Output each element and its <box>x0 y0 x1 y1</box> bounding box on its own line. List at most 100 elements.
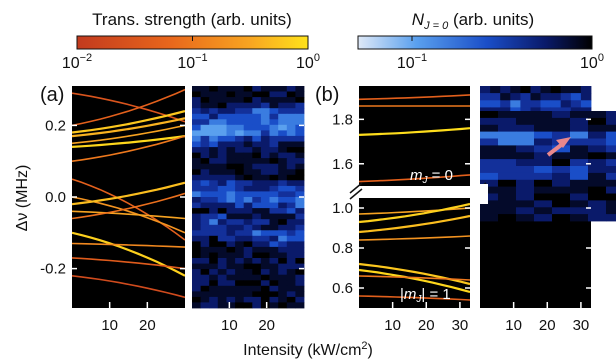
panel-b-top-heatmap-cell <box>570 100 582 108</box>
panel-b-bottom-heatmap-cell <box>480 111 499 119</box>
panel-b-top-heatmap-cell <box>520 100 531 108</box>
panel-b-bottom-heatmap-cell <box>498 186 517 194</box>
panel-a-heatmap-cell <box>295 197 305 203</box>
panel-a-heatmap-cell <box>209 197 219 203</box>
panel-a-heatmap-cell <box>243 246 253 253</box>
panel-b-bottom-line <box>359 235 470 241</box>
panel-a-heatmap-cell <box>243 285 253 292</box>
panel-a-heatmap-cell <box>200 213 210 220</box>
panel-a-heatmap-cell <box>200 208 210 215</box>
panel-a-heatmap-cell <box>278 113 288 120</box>
panel-a-heatmap-cell <box>260 285 270 292</box>
panel-a-heatmap-cell <box>235 91 245 98</box>
panel-b-bottom-heatmap-cell <box>498 179 517 188</box>
panel-b-bottom-heatmap-cell <box>588 172 607 181</box>
panel-a-heatmap-cell <box>209 291 219 298</box>
panel-b-bottom-heatmap-cell <box>552 152 571 160</box>
panel-a-heatmap-cell <box>243 124 253 131</box>
panel-b-top-ytick-label: 1.6 <box>332 156 353 173</box>
panel-b-bottom-heatmap-cell <box>570 145 589 153</box>
panel-a-heatmap-cell <box>217 158 227 165</box>
colorbar-right-symbol: N <box>412 10 425 29</box>
panel-a-heatmap-cell <box>209 185 219 192</box>
panel-b-bottom-heatmap-cell <box>588 138 607 146</box>
panel-a-heatmap-cell <box>192 108 201 115</box>
panel-a-heatmap-cell <box>295 280 305 287</box>
panel-a-heatmap-cell <box>252 269 262 276</box>
panel-a-heatmap-cell <box>295 158 305 165</box>
panel-a-heatmap-cell <box>260 252 270 259</box>
panel-a-heatmap-cell <box>192 197 201 203</box>
panel-a-heatmap-cell <box>243 158 253 165</box>
panel-a-heatmap-cell <box>192 185 201 192</box>
panel-a-heatmap-cell <box>278 274 288 281</box>
panel-a-heatmap-cell <box>286 108 296 115</box>
panel-a-heatmap-cell <box>278 86 288 92</box>
panel-a-heatmap-cell <box>226 263 236 270</box>
panel-a-heatmap-cell <box>217 208 227 215</box>
panel-a-heatmap-cell <box>295 119 305 126</box>
colorbar-left-ticklabel: 10−1 <box>177 52 207 72</box>
panel-a-heatmap-cell <box>226 241 236 248</box>
panel-a-heatmap-cell <box>260 241 270 248</box>
panel-a-heatmap-cell <box>192 124 201 131</box>
panel-a-heatmap-cell <box>269 252 279 259</box>
panel-a-heatmap-cell <box>295 235 305 242</box>
panel-b-top-heatmap-cell <box>490 86 501 94</box>
panel-a-heatmap-cell <box>269 202 279 209</box>
panel-a-heatmap-cell <box>278 302 288 309</box>
panel-b-bottom-heatmap-cell <box>534 138 553 146</box>
panel-a-heatmap-cell <box>269 147 279 154</box>
panel-a-heatmap-cell <box>252 202 262 209</box>
panel-b-bottom-heatmap-cell <box>516 200 535 208</box>
panel-a-heatmap-cell <box>200 285 210 292</box>
panel-b-top-heatmap-cell <box>510 86 521 94</box>
panel-a-heatmap-cell <box>235 235 245 242</box>
panel-a-heatmap-cell <box>286 274 296 281</box>
panel-a-heatmap-cell <box>269 108 279 115</box>
panel-a-heatmap-cell <box>269 180 279 187</box>
panel-a-heatmap-cell <box>278 108 288 115</box>
panel-a-heatmap-cell <box>260 102 270 109</box>
panel-a-heatmap-cell <box>243 185 253 192</box>
panel-a-heatmap-cell <box>235 269 245 276</box>
panel-b-bottom-heatmap-cell <box>480 200 499 208</box>
panel-b-top-heatmap-cell <box>530 93 541 101</box>
panel-a-heatmap-cell <box>295 86 305 92</box>
panel-b-top-heatmap-cell <box>480 100 491 108</box>
panel-a-heatmap-cell <box>200 152 210 159</box>
panel-a-heatmap-cell <box>192 230 201 237</box>
panel-a-heatmap-cell <box>217 230 227 237</box>
panel-a-heatmap-cell <box>235 291 245 298</box>
panel-a-heatmap-cell <box>226 174 236 181</box>
panel-b-bottom-heatmap-cell <box>498 117 517 126</box>
panel-a-heatmap-cell <box>235 130 245 137</box>
panel-a-heatmap-cell <box>209 135 219 142</box>
panel-a-heatmap-cell <box>226 108 236 115</box>
panel-a-heatmap-cell <box>252 147 262 154</box>
panel-b-bottom-heatmap-cell <box>498 152 517 160</box>
panel-a-heatmap-cell <box>243 86 253 92</box>
panel-a-heatmap-cell <box>192 86 201 92</box>
panel-a-heatmap-cell <box>243 291 253 298</box>
panel-a-heatmap-cell <box>209 246 219 253</box>
panel-a-heatmap-cell <box>192 208 201 215</box>
panel-a-heatmap-cell <box>269 291 279 298</box>
panel-a-heatmap-cell <box>209 130 219 137</box>
panel-b-bottom-heatmap-cell <box>588 214 607 222</box>
panel-a-heatmap-cell <box>260 235 270 242</box>
panel-a-heatmap-cell <box>252 213 262 220</box>
panel-a-heatmap-cell <box>252 274 262 281</box>
panel-a-heatmap-cell <box>286 202 296 209</box>
panel-a-heatmap-cell <box>217 141 227 148</box>
panel-a-heatmap-cell <box>243 113 253 120</box>
panel-a-heatmap-cell <box>286 191 296 198</box>
panel-a-heatmap-cell <box>243 119 253 126</box>
panel-a-heatmap-cell <box>252 197 262 203</box>
panel-a-heatmap-cell <box>278 291 288 298</box>
panel-a-heatmap-cell <box>269 235 279 242</box>
panel-a-heatmap-cell <box>226 235 236 242</box>
panel-a-heatmap-cell <box>235 296 245 303</box>
panel-a-heatmap-cell <box>209 219 219 226</box>
panel-a-heatmap-cell <box>295 102 305 109</box>
